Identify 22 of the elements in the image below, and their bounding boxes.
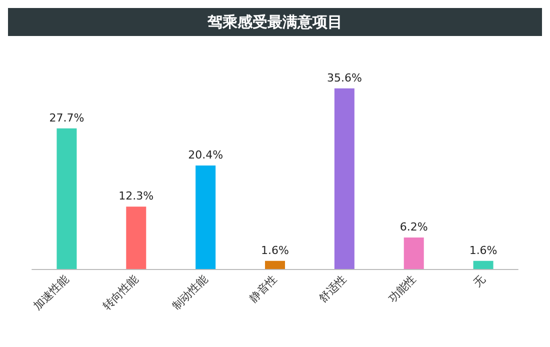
- x-tick-label: 舒适性: [316, 272, 350, 305]
- x-tick-label: 制动性能: [170, 272, 210, 313]
- bar: [56, 128, 77, 269]
- x-tick-label: 功能性: [386, 272, 418, 305]
- data-label: 12.3%: [118, 190, 154, 203]
- bar: [473, 260, 494, 269]
- chart-title: 驾乘感受最满意项目: [8, 8, 542, 36]
- x-tick-label: 转向性能: [100, 272, 141, 313]
- bar: [196, 165, 216, 269]
- data-label: 1.6%: [469, 244, 498, 257]
- bar: [404, 238, 424, 269]
- bar: [265, 260, 285, 269]
- bar: [334, 88, 354, 269]
- x-tick-label: 无: [470, 272, 488, 290]
- x-tick-label: 加速性能: [31, 272, 72, 313]
- data-label: 6.2%: [400, 220, 428, 234]
- data-label: 20.4%: [188, 148, 224, 162]
- data-label: 35.6%: [326, 71, 362, 84]
- data-label: 27.7%: [49, 111, 84, 124]
- x-tick-label: 静音性: [247, 272, 280, 305]
- data-label: 1.6%: [261, 244, 289, 257]
- bar: [126, 206, 146, 269]
